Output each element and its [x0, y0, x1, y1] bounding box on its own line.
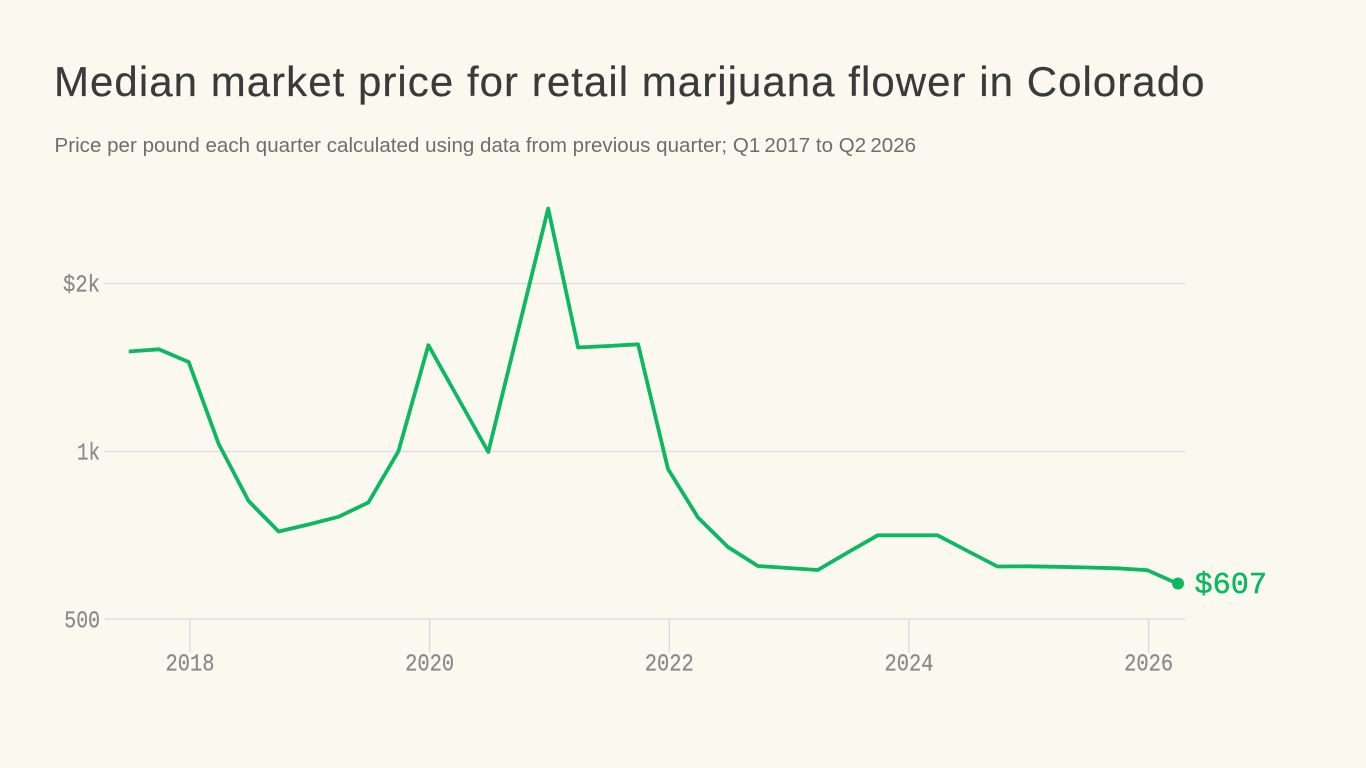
svg-text:2022: 2022 [645, 651, 694, 678]
svg-text:$2k: $2k [63, 272, 100, 299]
svg-text:500: 500 [64, 608, 100, 635]
svg-text:2020: 2020 [405, 651, 454, 678]
svg-text:$607: $607 [1195, 569, 1267, 603]
svg-text:2024: 2024 [885, 651, 934, 678]
svg-text:1k: 1k [77, 440, 100, 467]
svg-text:2018: 2018 [166, 651, 215, 678]
svg-text:2026: 2026 [1124, 651, 1173, 678]
